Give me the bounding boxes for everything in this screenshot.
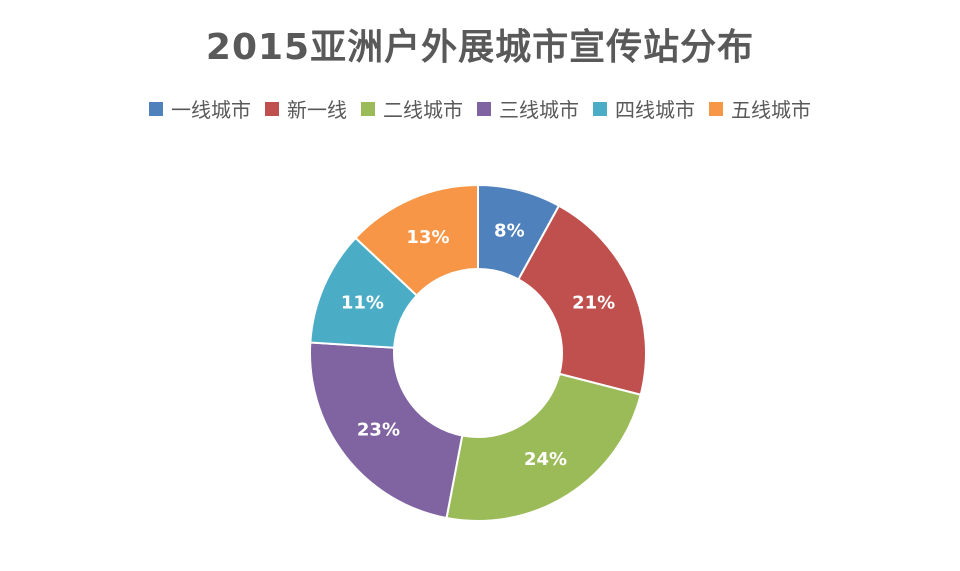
legend-item-tier2: 二线城市 — [361, 94, 463, 123]
slice-data-label: 8% — [494, 220, 525, 241]
legend-label: 五线城市 — [731, 98, 811, 122]
legend-swatch — [709, 101, 723, 116]
slice-data-label: 23% — [357, 420, 400, 441]
legend-item-new-tier1: 新一线 — [265, 94, 347, 123]
legend-label: 一线城市 — [171, 98, 251, 122]
slice-data-label: 21% — [572, 292, 615, 313]
donut-slice — [309, 341, 464, 520]
legend-label: 三线城市 — [499, 98, 579, 122]
legend-swatch — [477, 101, 491, 116]
donut-slice — [445, 372, 642, 522]
legend-item-tier3: 三线城市 — [477, 94, 579, 123]
legend-swatch — [265, 101, 279, 116]
slice-data-label: 13% — [406, 227, 449, 248]
legend-label: 四线城市 — [615, 98, 695, 122]
legend-swatch — [149, 101, 163, 116]
legend-label: 二线城市 — [383, 98, 463, 122]
legend-item-tier1: 一线城市 — [149, 94, 251, 123]
slice-data-label: 24% — [524, 449, 567, 470]
donut-slice — [354, 183, 479, 297]
legend-label: 新一线 — [287, 98, 347, 122]
donut-slice — [517, 204, 647, 396]
slice-data-label: 11% — [341, 292, 384, 313]
chart-legend: 一线城市 新一线 二线城市 三线城市 四线城市 五线城市 — [0, 94, 960, 123]
legend-item-tier5: 五线城市 — [709, 94, 811, 123]
chart-title: 2015亚洲户外展城市宣传站分布 — [205, 27, 755, 68]
legend-swatch — [593, 101, 607, 116]
legend-swatch — [361, 101, 375, 116]
legend-item-tier4: 四线城市 — [593, 94, 695, 123]
